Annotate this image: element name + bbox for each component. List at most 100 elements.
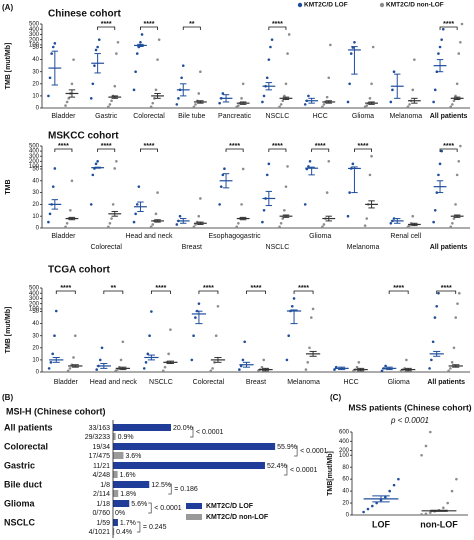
bar [113,433,116,440]
data-point [428,367,431,370]
data-point [437,291,440,295]
y-tick-label: 500 [29,144,40,150]
legend-marker [186,514,202,520]
data-point [391,88,394,92]
data-point [329,43,332,47]
y-tick-label: 30 [32,333,39,339]
data-point [177,97,180,100]
data-point [348,191,351,194]
y-tick-label: 500 [29,22,40,28]
x-tick-label: LOF [372,519,390,529]
data-point [49,361,53,364]
x-tick-label: HCC [344,379,359,386]
y-tick-label: 300 [29,154,40,160]
sig-bracket [268,148,287,152]
y-tick-label: 40 [32,57,39,63]
data-point [121,340,125,344]
x-tick-label: All patients [430,113,468,120]
data-point [322,103,326,106]
p-bracket [148,502,152,514]
data-point [241,82,245,86]
data-point [221,92,225,95]
data-point [278,225,281,229]
data-point [48,76,52,80]
sig-label: **** [315,143,326,150]
data-point [64,225,67,229]
y-tick-label: 80 [342,465,349,471]
sig-label: **** [229,143,240,150]
y-tick-label: 10 [32,357,39,363]
x-tick-label: Head and neck [90,379,138,386]
data-point [260,365,264,369]
data-point [370,154,373,158]
data-point [346,214,350,218]
x-tick-label: HCC [313,113,328,120]
data-point [262,208,266,212]
y-tick-label: 20 [32,345,39,351]
data-point [51,45,55,49]
sig-label: **** [272,143,283,150]
x-tick-label: Bile tube [178,113,205,120]
p-bracket [294,445,298,457]
y-tick-label: 0 [36,370,40,376]
y-tick-label: 200 [29,159,40,165]
data-point [156,58,159,61]
data-point [375,501,378,505]
data-point [279,103,283,106]
data-point [438,162,442,166]
data-point [438,45,442,49]
x-tick-label: Melanoma [347,244,380,251]
data-point [437,52,440,55]
y-axis-label: TMB[mut/Mb] [327,451,334,496]
data-point [190,358,194,362]
data-point [406,105,410,109]
chart-title: MSKCC cohort [48,131,119,142]
data-point [292,297,296,300]
data-point [308,346,311,350]
data-point [132,220,136,224]
data-point [218,101,221,105]
data-point [384,495,387,499]
sig-label: **** [251,285,262,292]
data-point [67,97,71,100]
x-tick-label: NSCLC [266,113,290,120]
data-point [353,40,356,44]
y-tick-label: 600 [339,430,350,436]
row-label: Gastric [4,460,35,470]
data-point [235,225,239,229]
data-point [261,220,264,224]
x-tick-label: Esophagogastric [209,233,262,240]
data-point [53,334,56,338]
bar [113,519,118,526]
x-tick-label: Breast [182,244,202,251]
bar [113,424,171,431]
data-point [284,82,288,86]
data-point [279,221,283,225]
y-tick-label: 500 [29,286,40,292]
data-point [365,104,369,107]
sig-bracket [388,290,409,294]
data-point [134,212,137,216]
data-point [98,358,102,362]
data-point [270,38,274,41]
y-tick-label: 300 [29,296,40,302]
y-tick-label: 200 [29,37,40,43]
data-point [140,33,144,36]
x-tick-label: All patients [430,244,468,251]
p-value: = 0.245 [143,524,167,531]
data-point [327,76,331,80]
sig-bracket [354,148,372,152]
data-point [221,173,225,177]
data-point [287,33,291,36]
data-point [454,316,458,319]
count-label: 1/59 [96,520,110,527]
data-point [451,221,454,225]
data-point [405,358,408,362]
y-tick-label: 20 [342,501,349,507]
p-bracket [168,483,172,495]
data-point [178,214,182,218]
value-label: 12.5% [151,482,171,489]
y-axis-label: TMB [mut/Mb] [5,43,12,90]
data-point [368,173,372,177]
